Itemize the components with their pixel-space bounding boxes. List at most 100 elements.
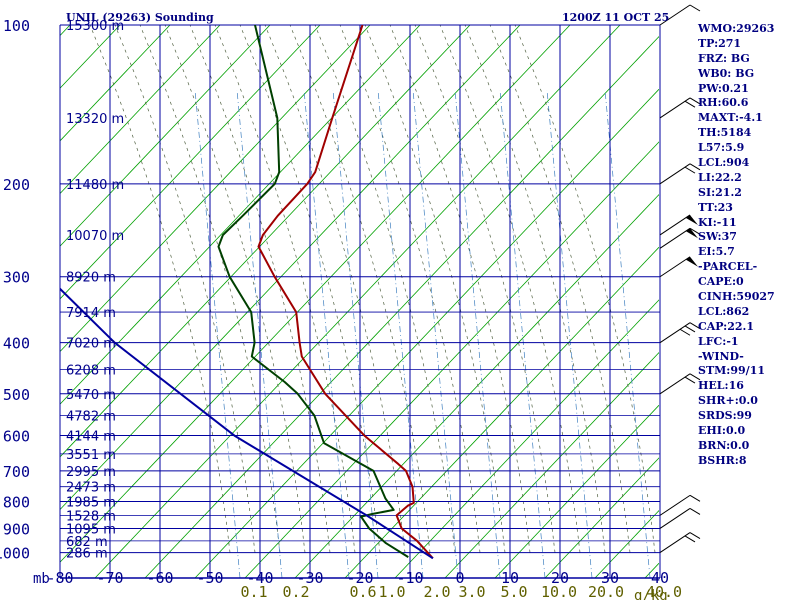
index-line: BSHR:8 [698,453,747,467]
height-label: 2473 m [66,481,116,496]
mixing-ratio-line [412,89,459,578]
index-line: EHI:0.0 [698,424,746,438]
index-line: STM:99/11 [698,364,765,378]
valid-time: 1200Z 11 OCT 25 [562,11,669,24]
wind-barb [659,494,701,516]
dry-adiabat [194,88,659,578]
moist-adiabat [164,25,306,553]
mixing-ratio-label: 0.2 [282,583,309,600]
dry-adiabat [60,25,321,300]
temperature-tick-label: -10 [396,569,423,587]
index-line: SHR+:0.0 [698,394,758,408]
wind-barb [659,97,701,119]
temperature-tick-label: 40 [651,569,669,587]
pressure-tick-label: 300 [3,269,30,287]
height-label: 1095 m [66,522,116,537]
index-line: SW:37 [698,230,737,244]
parcel-line [60,287,434,560]
temperature-tick-label: -20 [346,569,373,587]
moist-adiabat [514,25,656,553]
wind-barb [659,322,701,344]
wind-barb [659,4,701,26]
dry-adiabat [344,246,659,578]
index-line: TH:5184 [698,126,752,140]
sounding-profiles [60,25,434,560]
dry-adiabat [60,25,471,458]
index-line: -PARCEL- [698,260,758,274]
temperature-tick-label: 20 [551,569,569,587]
dry-adiabats [60,25,659,578]
height-label: 11480 m [66,178,124,193]
pressure-temperature-grid [59,24,661,579]
wind-barb [659,508,701,529]
pressure-tick-label: 700 [3,463,30,481]
index-line: CINH:59027 [698,290,775,304]
index-line: PW:0.21 [698,81,749,95]
temperature-tick-label: -80 [46,569,73,587]
wind-barb [659,256,698,278]
moist-adiabat [464,25,606,553]
index-line: WB0: BG [698,66,755,80]
mixing-ratio-label: 3.0 [458,583,485,600]
chart-title: UNIL (29263) Sounding [66,11,214,24]
index-line: TT:23 [698,200,733,214]
dry-adiabat [60,25,371,353]
height-label: 3551 m [66,448,116,463]
height-label: 4144 m [66,430,116,445]
wind-barb [659,532,701,554]
pressure-tick-label: 500 [3,386,30,404]
index-line: LCL:904 [698,156,750,170]
pressure-tick-label: 800 [3,493,30,511]
mixing-ratio-line [332,89,379,578]
mixing-ratio-line [604,89,651,578]
index-line: L57:5.9 [698,141,745,155]
mixing-ratio-label: 10.0 [541,583,577,600]
pressure-tick-label: 900 [3,520,30,538]
index-line: CAPE:0 [698,275,744,289]
index-line: TP:271 [698,36,742,50]
height-label: 4782 m [66,410,116,425]
height-label: 286 m [66,547,108,562]
height-label: 6208 m [66,364,116,379]
mixing-ratio-label: 0.1 [240,583,267,600]
y-axis-unit: mb [33,571,50,587]
mixing-ratio-line [454,89,501,578]
dry-adiabat [244,141,659,578]
dry-adiabat [394,299,659,578]
moist-adiabat [264,25,406,553]
index-line: WMO:29263 [698,22,775,35]
mixing-ratio-label: 0.6 [349,583,376,600]
pressure-tick-label: 100 [3,17,30,35]
temperature-tick-label: -50 [196,569,223,587]
index-line: LCL:862 [698,304,750,318]
temperature-tick-label: -40 [246,569,273,587]
height-label: 15300 m [66,19,124,34]
index-line: RH:60.6 [698,96,749,110]
mixing-ratio-unit: g/kg [634,588,668,600]
moist-adiabat [414,25,556,553]
pressure-tick-label: 200 [3,176,30,194]
height-label: 1985 m [66,495,116,510]
mixing-ratio-label: 20.0 [588,583,624,600]
index-line: MAXT:-4.1 [698,111,763,125]
mixing-ratio-line [546,89,593,578]
mixing-ratio-label: 5.0 [500,583,527,600]
index-line: KI:-11 [698,215,737,229]
height-label: 8920 m [66,271,116,286]
moist-adiabats [89,25,656,553]
dry-adiabat [544,457,659,578]
dry-adiabat [94,25,621,578]
dry-adiabat [60,25,171,142]
index-line: LI:22.2 [698,170,742,184]
height-label: 682 m [66,535,108,550]
pressure-tick-label: 400 [3,335,30,353]
index-line: FRZ: BG [698,51,750,65]
temperature-tick-label: 10 [501,569,519,587]
index-line: BRN:0.0 [698,438,750,452]
pressure-tick-label: 1000 [0,545,30,563]
height-label: 5470 m [66,388,116,403]
temperature-tick-label: -30 [296,569,323,587]
moist-adiabat [364,25,506,553]
mixing-ratio-lines [194,89,651,578]
